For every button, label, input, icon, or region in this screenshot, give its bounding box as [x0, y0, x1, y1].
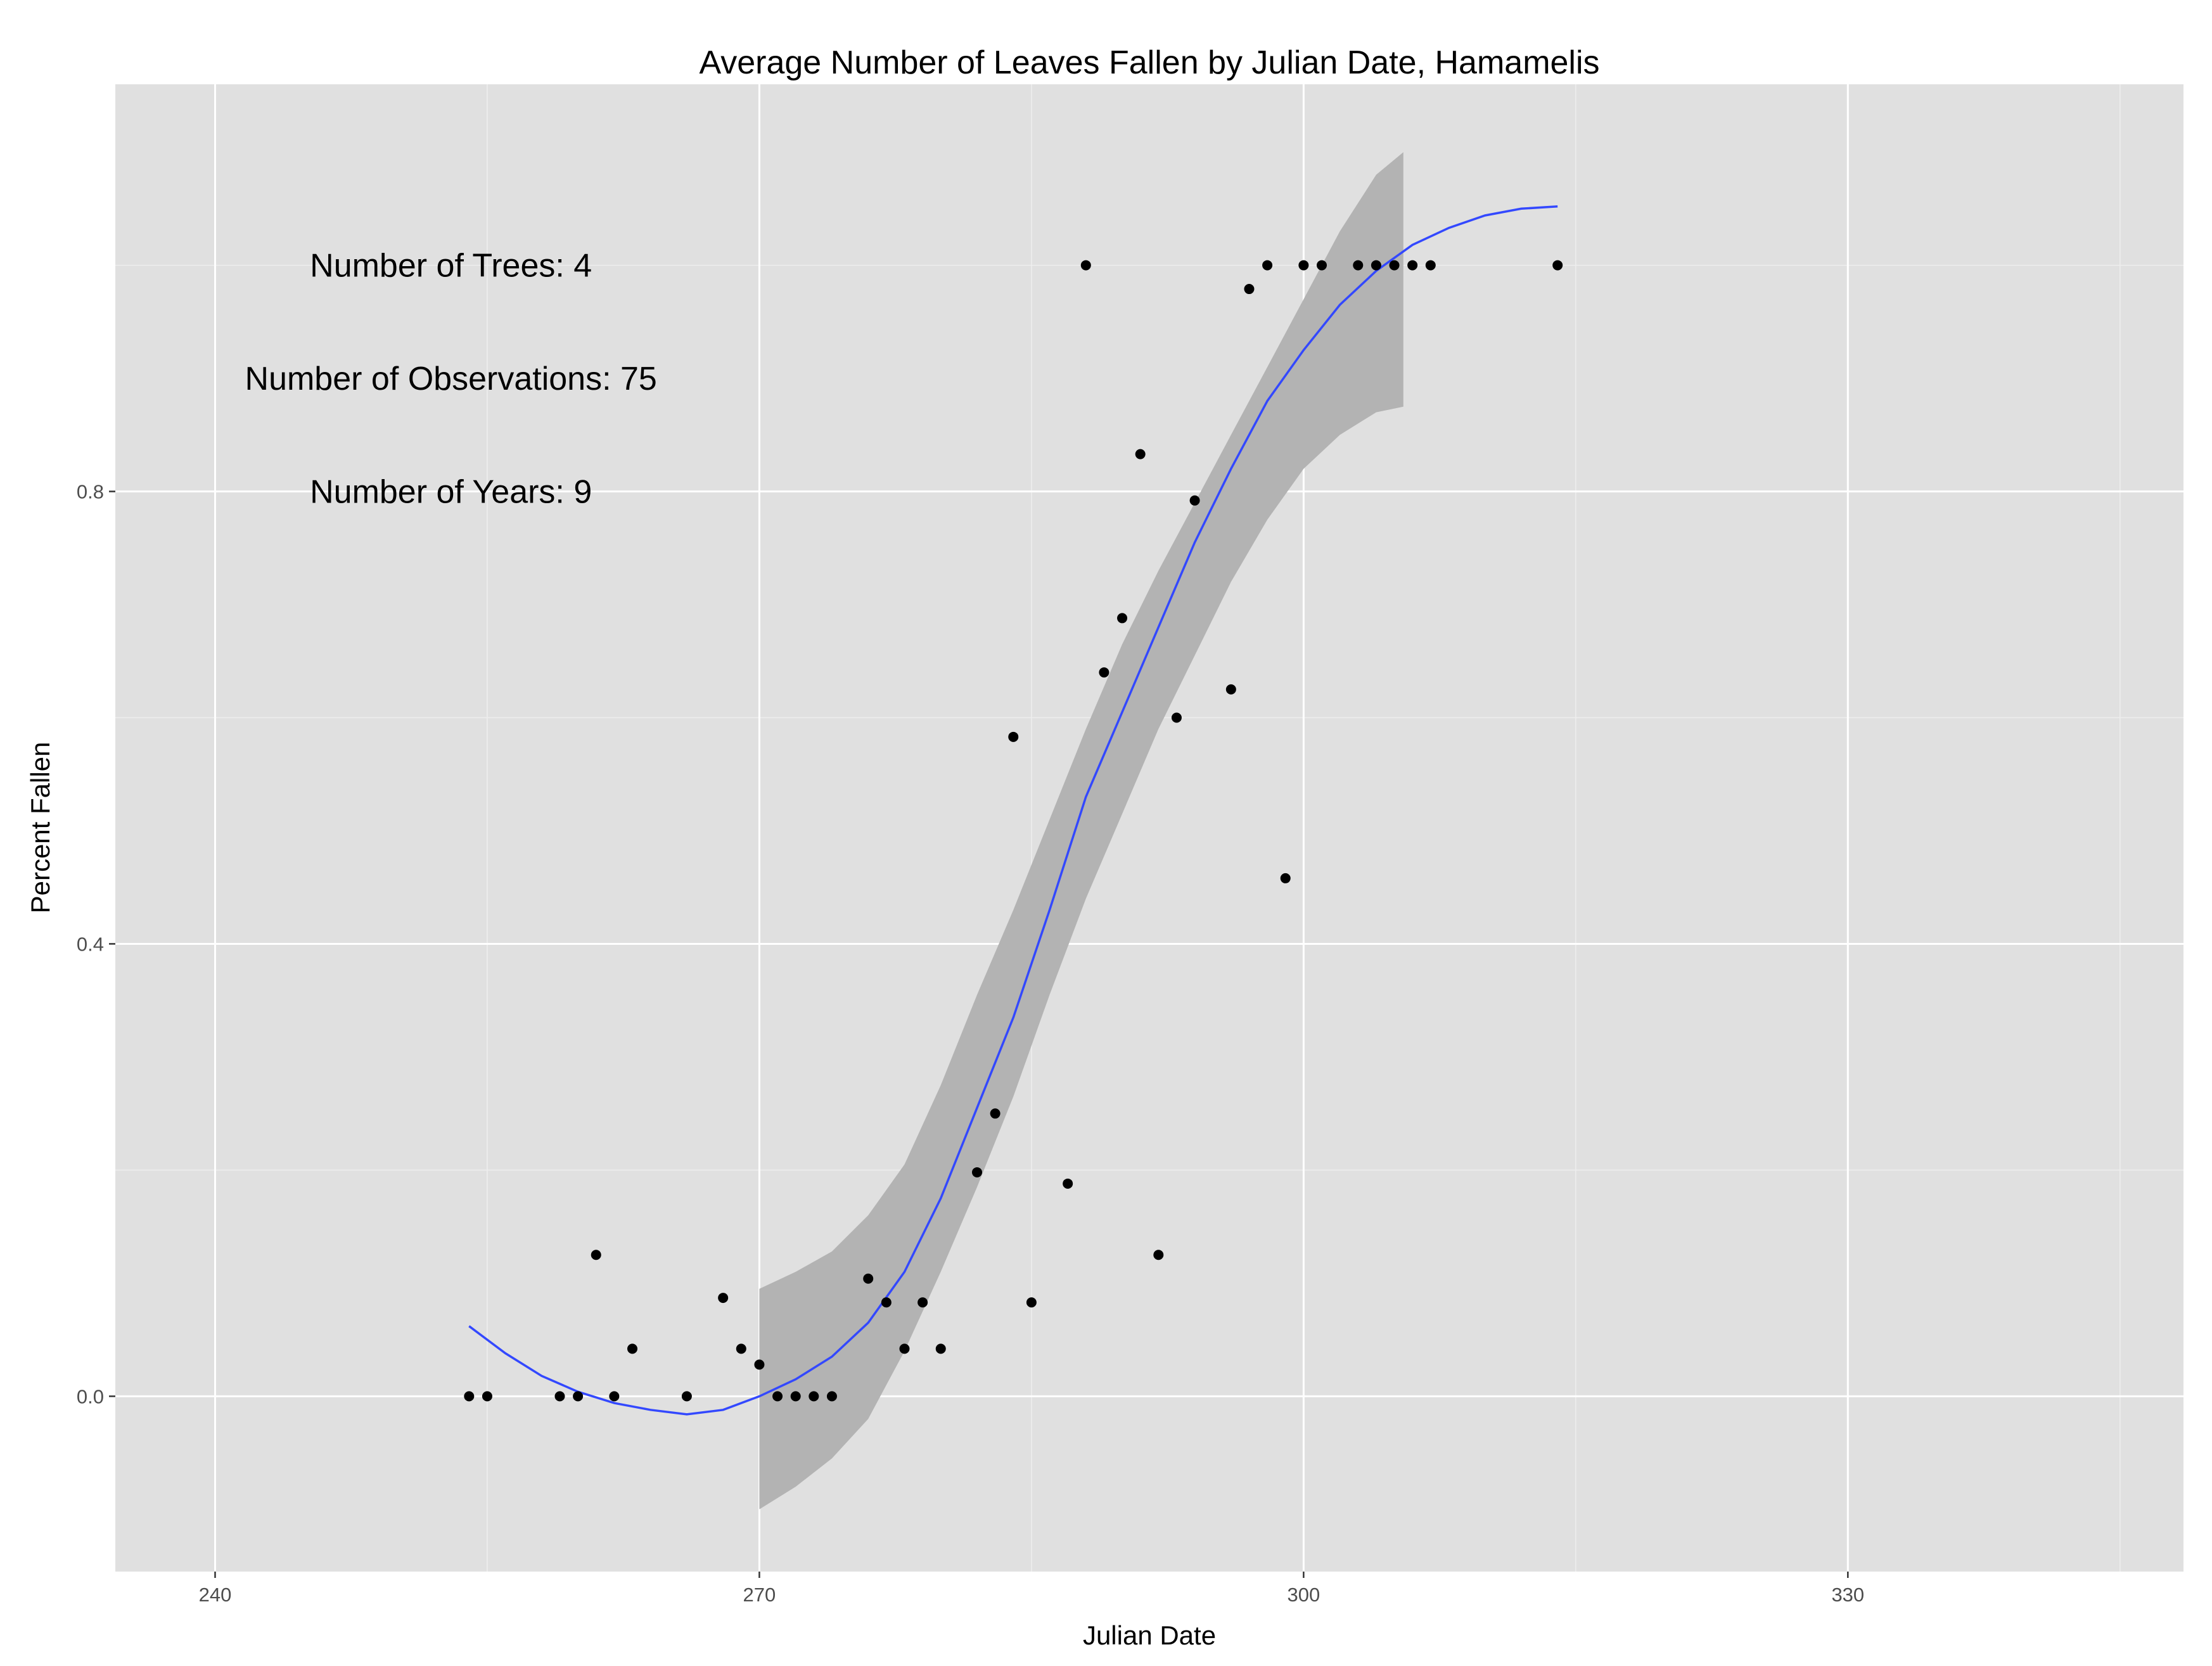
data-point	[1552, 260, 1563, 271]
data-point	[1063, 1178, 1073, 1189]
data-point	[1425, 260, 1436, 271]
x-tick-label: 270	[743, 1584, 776, 1606]
data-point	[772, 1391, 783, 1402]
data-point	[863, 1273, 874, 1284]
data-point	[1371, 260, 1381, 271]
data-point	[681, 1391, 692, 1402]
data-point	[609, 1391, 620, 1402]
y-tick-label: 0.8	[77, 481, 104, 503]
data-points	[464, 260, 1563, 1402]
y-axis-title: Percent Fallen	[25, 742, 55, 914]
data-point	[554, 1391, 565, 1402]
data-point	[718, 1293, 729, 1304]
x-tick-label: 330	[1831, 1584, 1864, 1606]
annotation-text: Number of Trees: 4	[310, 248, 592, 285]
data-point	[482, 1391, 492, 1402]
data-point	[754, 1359, 765, 1370]
annotation-text: Number of Years: 9	[310, 474, 592, 511]
data-point	[1280, 873, 1291, 883]
data-point	[917, 1297, 928, 1308]
data-point	[809, 1391, 819, 1402]
data-point	[972, 1167, 982, 1177]
plot-panel	[115, 84, 2183, 1572]
data-point	[1353, 260, 1364, 271]
data-point	[736, 1343, 746, 1354]
y-tick-label: 0.4	[77, 933, 104, 955]
data-point	[1262, 260, 1273, 271]
data-point	[1225, 684, 1236, 695]
data-point	[881, 1297, 892, 1308]
data-point	[1008, 731, 1019, 742]
x-tick-label: 300	[1288, 1584, 1320, 1606]
data-point	[1026, 1297, 1037, 1308]
smooth-curve	[468, 205, 1558, 1416]
data-point	[790, 1391, 801, 1402]
data-point	[591, 1250, 601, 1260]
y-axis-ticks: 0.0 0.4 0.8	[77, 481, 115, 1407]
data-point	[464, 1391, 475, 1402]
data-point	[627, 1343, 637, 1354]
data-point	[1153, 1250, 1164, 1260]
data-point	[1189, 495, 1200, 506]
data-point	[1117, 613, 1128, 624]
chart-title: Average Number of Leaves Fallen by Julia…	[699, 44, 1599, 81]
y-tick-label: 0.0	[77, 1385, 104, 1407]
data-point	[1244, 284, 1255, 295]
annotations: Number of Trees: 4 Number of Observations…	[245, 248, 657, 511]
x-axis-ticks: 240 270 300 330	[199, 1572, 1864, 1606]
data-point	[1317, 260, 1327, 271]
data-point	[1171, 712, 1182, 723]
data-point	[899, 1343, 910, 1354]
data-point	[1099, 667, 1109, 678]
data-point	[1298, 260, 1309, 271]
confidence-band	[759, 152, 1403, 1509]
annotation-text: Number of Observations: 75	[245, 361, 657, 397]
data-point	[1407, 260, 1418, 271]
data-point	[1135, 449, 1146, 459]
data-point	[1080, 260, 1091, 271]
data-point	[1389, 260, 1400, 271]
data-point	[990, 1108, 1001, 1119]
data-point	[573, 1391, 584, 1402]
data-point	[826, 1391, 837, 1402]
data-point	[935, 1343, 946, 1354]
x-axis-title: Julian Date	[1083, 1620, 1216, 1650]
x-tick-label: 240	[199, 1584, 232, 1606]
